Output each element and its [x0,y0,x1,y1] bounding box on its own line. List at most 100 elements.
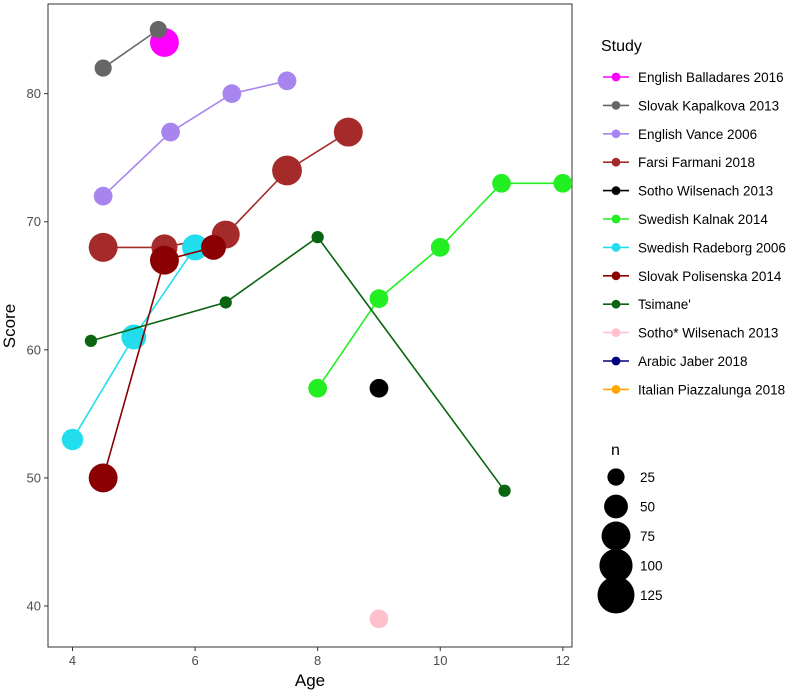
data-point [430,238,450,257]
size-legend-label: 25 [640,470,655,485]
legend-item: Swedish Radeborg 2006 [603,240,786,255]
data-point [94,59,112,77]
data-point [201,234,226,260]
size-legend-item: 100 [599,548,663,583]
legend-label: English Vance 2006 [638,127,757,142]
legend-label: Sotho Wilsenach 2013 [638,184,773,199]
size-legend-key [607,468,625,486]
data-point [272,155,302,186]
legend-key-point [611,243,621,252]
x-tick-label: 12 [556,653,570,668]
y-tick-label: 60 [27,342,41,357]
legend-study-title: Study [601,38,642,55]
legend-item: Slovak Polisenska 2014 [603,269,782,284]
legend-size: 25 50 75 100 125 [597,468,663,614]
axes-layer: 4 6 8 10 12 40 50 60 70 80 [27,86,571,668]
y-tick-label: 50 [27,470,41,485]
legend-key-point [611,271,621,281]
x-tick-label: 6 [191,653,198,668]
size-legend-item: 25 [607,468,655,486]
data-point [149,245,179,275]
legend-size-title: n [611,442,620,459]
series-sotho-wilsenach-2013 [369,378,389,398]
legend-key-point [611,385,621,394]
legend-label: Slovak Kapalkova 2013 [638,98,779,113]
data-point [222,84,242,104]
legend-item: Italian Piazzalunga 2018 [603,382,785,397]
legend-item: Sotho* Wilsenach 2013 [603,326,778,341]
size-legend-label: 125 [640,588,663,603]
legend-key-point [611,129,621,139]
y-tick-label: 70 [27,214,41,229]
series-slovak-kapalkova-2013 [94,21,167,77]
size-legend-item: 125 [597,576,663,614]
series-swedish-kalnak-2014 [308,173,573,398]
data-point [369,289,389,308]
data-point [88,463,118,493]
legend-key-point [611,328,621,337]
legend-item: English Vance 2006 [603,127,757,142]
legend-key-point [611,72,621,82]
size-legend-key [597,576,635,614]
legend-label: Arabic Jaber 2018 [638,354,748,369]
legend-key-point [611,101,621,110]
legend-item: Farsi Farmani 2018 [603,155,755,170]
data-point [161,122,180,142]
data-point [84,334,98,348]
legend-key-point [611,186,621,196]
legend-key-point [611,356,621,366]
data-point [61,428,84,451]
legend-label: Sotho* Wilsenach 2013 [638,326,778,341]
data-point [553,173,573,193]
size-legend-item: 50 [604,494,655,519]
size-legend-label: 50 [640,500,655,515]
data-point [333,117,363,147]
size-legend-item: 75 [601,521,655,551]
legend-key-point [611,299,621,309]
legend-item: Swedish Kalnak 2014 [603,212,768,227]
legend-label: Swedish Kalnak 2014 [638,212,768,227]
data-point [492,173,511,193]
y-tick-label: 80 [27,86,41,101]
legend-label: Swedish Radeborg 2006 [638,240,786,255]
legend-item: English Balladares 2016 [603,70,784,85]
data-point [88,232,118,262]
plot-layer [61,21,573,629]
series-tsimane [84,230,511,497]
size-legend-label: 100 [640,559,663,574]
x-axis-title: Age [295,671,325,690]
legend-label: Slovak Polisenska 2014 [638,269,782,284]
legend-item: Arabic Jaber 2018 [603,354,748,369]
data-point [308,378,328,398]
size-legend-label: 75 [640,529,655,544]
legend-label: English Balladares 2016 [638,70,784,85]
data-point [311,230,324,244]
series-line [90,235,506,492]
legend-label: Farsi Farmani 2018 [638,155,755,170]
data-point [369,378,389,398]
size-legend-key [599,548,633,583]
series-slovak-polisenska-2014 [88,234,226,493]
x-tick-label: 4 [69,653,76,668]
legend-item: Tsimane' [603,297,691,312]
legend-key-point [611,214,621,224]
legend-study: English Balladares 2016 Slovak Kapalkova … [603,70,786,397]
data-point [149,21,167,39]
data-point [93,186,113,206]
size-legend-key [604,494,628,519]
x-tick-label: 10 [433,653,447,668]
data-point [498,484,511,497]
legend-item: Slovak Kapalkova 2013 [603,98,779,113]
legend-item: Sotho Wilsenach 2013 [603,184,773,199]
data-point [219,296,232,309]
y-tick-label: 40 [27,599,41,614]
legend-key-point [611,157,621,167]
x-tick-label: 8 [314,653,321,668]
series-line [102,28,159,69]
size-legend-key [601,521,631,551]
data-point [369,609,389,629]
y-axis-title: Score [0,304,19,348]
series-english-vance-2006 [93,71,297,206]
legend-label: Tsimane' [638,297,691,312]
